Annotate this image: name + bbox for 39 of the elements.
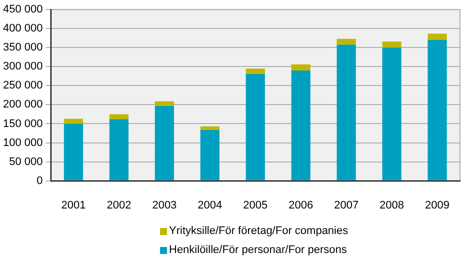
bar <box>64 124 84 180</box>
x-tick-label: 2007 <box>334 199 359 212</box>
x-tick-label: 2001 <box>61 199 86 212</box>
bar <box>428 40 447 180</box>
bar <box>64 118 84 124</box>
bar <box>291 70 310 180</box>
y-tick-label: 350 000 <box>2 42 43 54</box>
x-tick-label: 2009 <box>425 199 450 212</box>
bar <box>154 106 174 180</box>
bar <box>291 64 310 70</box>
x-tick-label: 2003 <box>152 199 177 212</box>
y-tick-label: 400 000 <box>2 22 43 35</box>
bar <box>246 68 265 74</box>
bar <box>382 48 402 180</box>
x-tick-label: 2002 <box>106 199 132 212</box>
x-tick-label: 2008 <box>380 199 404 212</box>
bar <box>154 101 174 106</box>
y-tick-label: 0 <box>36 174 43 187</box>
legend-label: Yrityksille/För företag/For companies <box>169 224 348 239</box>
bar <box>109 114 129 120</box>
x-tick-label: 2005 <box>243 199 268 212</box>
bar <box>109 119 129 180</box>
bar <box>382 42 402 48</box>
y-tick-label: 450 000 <box>2 4 43 16</box>
y-tick-label: 100 000 <box>2 136 43 149</box>
x-tick-label: 2004 <box>198 199 222 212</box>
x-tick-label: 2006 <box>288 199 314 212</box>
y-tick-label: 200 000 <box>2 98 43 111</box>
y-tick-label: 150 000 <box>2 118 43 130</box>
bar <box>336 38 356 45</box>
y-tick-label: 250 000 <box>2 80 43 92</box>
y-tick-label: 50 000 <box>9 156 43 168</box>
bar <box>246 74 265 180</box>
y-tick-label: 300 000 <box>2 60 43 73</box>
legend-label: Henkilöille/För personar/For persons <box>169 243 347 258</box>
bar <box>200 126 220 130</box>
bar <box>336 44 356 180</box>
bar <box>428 34 447 40</box>
bar <box>200 130 220 180</box>
